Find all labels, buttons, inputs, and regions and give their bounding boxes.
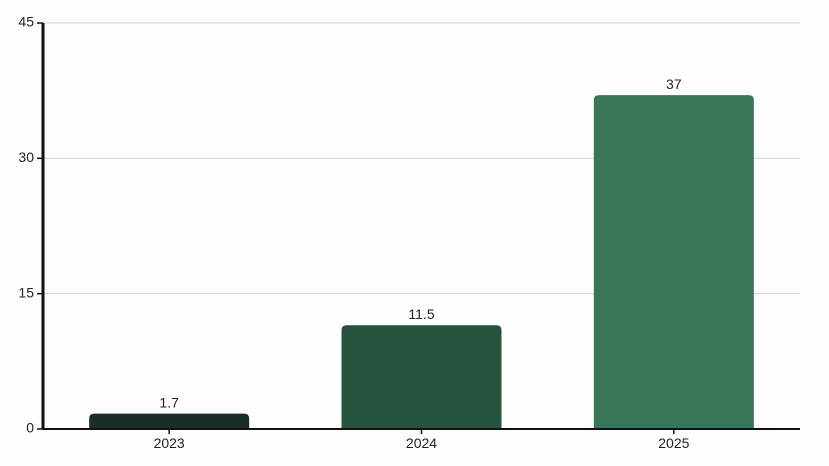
y-tick-label: 0	[26, 420, 34, 436]
x-tick-label-2024: 2024	[406, 435, 437, 451]
bar-2023	[89, 413, 250, 429]
bars	[89, 95, 754, 429]
x-tick-label-2023: 2023	[154, 435, 185, 451]
value-labels: 1.7 11.5 37	[159, 76, 681, 410]
x-axis-labels: 2023 2024 2025	[154, 429, 690, 451]
y-tick-label: 30	[18, 149, 34, 165]
bar-2025	[593, 95, 754, 429]
y-axis-ticks: 0 15 30 45	[18, 14, 43, 436]
x-tick-label-2025: 2025	[658, 435, 689, 451]
value-label-2024: 11.5	[408, 306, 434, 322]
bar-2024	[341, 325, 502, 429]
y-tick-label: 15	[18, 284, 34, 300]
value-label-2025: 37	[666, 76, 682, 92]
value-label-2023: 1.7	[159, 395, 179, 411]
y-tick-label: 45	[18, 14, 34, 30]
